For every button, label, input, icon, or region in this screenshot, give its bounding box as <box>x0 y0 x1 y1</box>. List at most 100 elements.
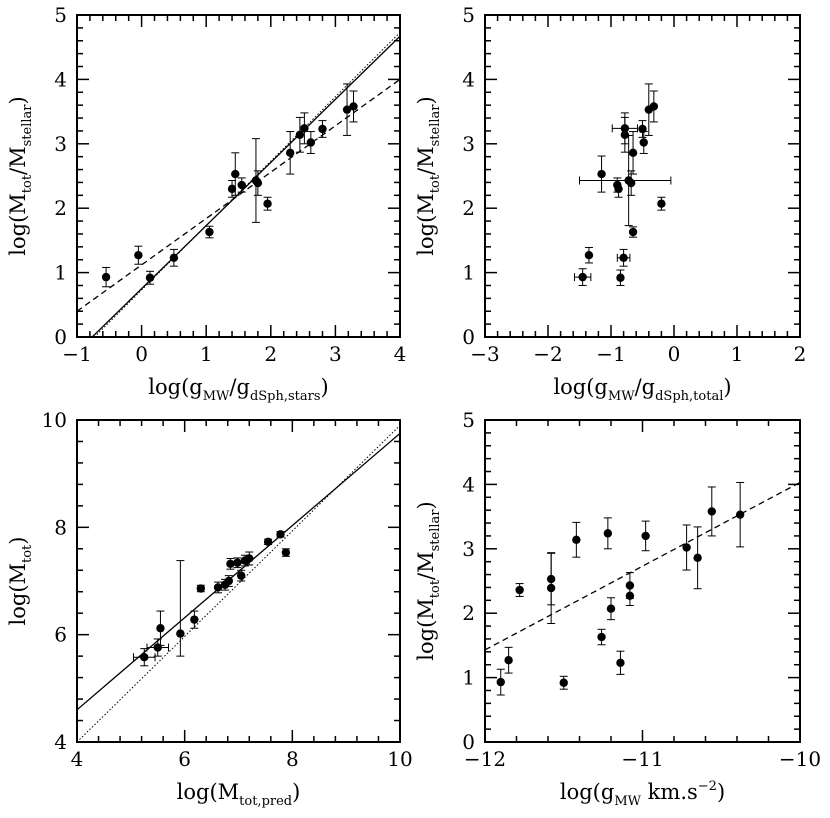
x-tick-label: −10 <box>779 747 821 771</box>
panel-c: 4 6 8 10 4 6 8 10 log(Mtot,pred) log(Mtot) <box>6 408 413 809</box>
data-marker <box>626 178 636 188</box>
data-point <box>573 268 592 286</box>
data-marker <box>606 604 616 613</box>
data-marker <box>515 585 524 595</box>
panel-b: −3 −2 −1 0 1 2 0 1 2 3 4 5 log(gMW/gdSph,total) log(M… <box>414 3 806 404</box>
y-tick-label: 10 <box>42 408 67 432</box>
data-marker <box>306 138 316 147</box>
y-tick-label: 0 <box>462 325 475 349</box>
x-tick-label: 3 <box>329 342 342 366</box>
x-tick-label: 0 <box>668 342 681 366</box>
data-point <box>638 120 647 138</box>
data-marker <box>638 124 647 134</box>
y-tick-label: 1 <box>54 261 67 285</box>
data-point <box>233 557 242 569</box>
data-marker <box>496 677 505 687</box>
data-marker <box>625 591 635 601</box>
data-marker <box>156 624 165 633</box>
x-tick-label: 8 <box>286 747 299 771</box>
data-marker <box>639 138 648 147</box>
data-point <box>231 152 240 196</box>
data-point <box>682 524 691 571</box>
data-point <box>245 551 254 566</box>
data-point <box>504 646 513 674</box>
x-tick-label: 4 <box>394 342 407 366</box>
data-marker <box>682 543 691 552</box>
x-axis-title: log(gMW km.s−2) <box>560 779 725 809</box>
y-tick-label: 1 <box>462 261 475 285</box>
data-marker <box>649 102 659 111</box>
data-marker <box>276 530 285 539</box>
data-marker <box>226 559 235 569</box>
y-tick-label: 8 <box>54 515 67 539</box>
data-marker <box>176 629 185 638</box>
data-point <box>616 248 631 267</box>
data-point <box>628 226 638 238</box>
y-tick-label: 3 <box>462 537 475 561</box>
x-tick-label: 0 <box>135 342 148 366</box>
data-marker <box>349 102 358 111</box>
x-tick-label: 6 <box>178 747 191 771</box>
data-point <box>101 266 111 288</box>
data-point <box>515 583 524 597</box>
data-point <box>626 170 636 196</box>
x-tick-label: 1 <box>731 342 744 366</box>
y-tick-label: 2 <box>462 601 475 625</box>
data-marker <box>245 554 254 563</box>
data-point <box>639 131 648 154</box>
x-tick-label: 10 <box>387 747 412 771</box>
data-marker <box>253 178 263 188</box>
plot-frame <box>484 419 801 743</box>
data-marker <box>224 576 234 586</box>
fit-line-dashed <box>485 481 800 651</box>
data-point <box>616 650 625 675</box>
y-axis-title: log(Mtot/Mstellar) <box>414 96 443 255</box>
y-axis-title: log(Mtot/Mstellar) <box>6 96 35 255</box>
data-point <box>205 225 214 239</box>
data-marker <box>597 632 606 642</box>
data-point <box>146 638 170 657</box>
panel-a: −1 0 1 2 3 4012345log(gMW/gdSph,stars)log(Mto… <box>6 3 406 404</box>
x-tick-label: 2 <box>264 342 277 366</box>
data-point <box>628 131 638 175</box>
data-point <box>134 245 143 265</box>
x-tick-label: −1 <box>62 342 91 366</box>
data-point <box>133 648 156 667</box>
y-tick-label: 0 <box>462 730 475 754</box>
data-marker <box>300 124 309 133</box>
y-tick-label: 0 <box>54 325 67 349</box>
y-axis-title: log(Mtot) <box>6 537 35 626</box>
data-point <box>213 581 223 594</box>
data-point <box>318 120 327 138</box>
data-point <box>603 517 613 550</box>
fit-line-solid <box>77 432 400 711</box>
x-axis-title: log(gMW/gdSph,stars) <box>148 375 328 404</box>
x-tick-label: −3 <box>470 342 499 366</box>
data-marker <box>597 169 606 179</box>
data-marker <box>231 169 240 179</box>
data-point <box>584 246 594 264</box>
data-marker <box>205 227 214 237</box>
data-marker <box>572 535 581 544</box>
data-point <box>606 597 616 621</box>
data-point <box>196 584 206 593</box>
data-point <box>735 481 745 548</box>
fit-line-dotted <box>77 425 400 742</box>
y-tick-label: 1 <box>462 666 475 690</box>
data-marker <box>233 558 242 567</box>
fit-line-dashed <box>77 78 400 312</box>
data-point <box>641 520 650 552</box>
data-point <box>276 530 285 539</box>
data-marker <box>504 656 513 665</box>
data-marker <box>169 253 179 262</box>
data-marker <box>236 571 246 580</box>
data-marker <box>227 184 237 194</box>
x-tick-label: −12 <box>464 747 506 771</box>
data-marker <box>295 130 305 139</box>
data-point <box>625 585 635 606</box>
data-point <box>306 131 316 154</box>
y-tick-label: 5 <box>54 3 67 27</box>
y-tick-label: 5 <box>462 408 475 432</box>
x-tick-label: −11 <box>621 747 663 771</box>
data-marker <box>213 583 223 592</box>
